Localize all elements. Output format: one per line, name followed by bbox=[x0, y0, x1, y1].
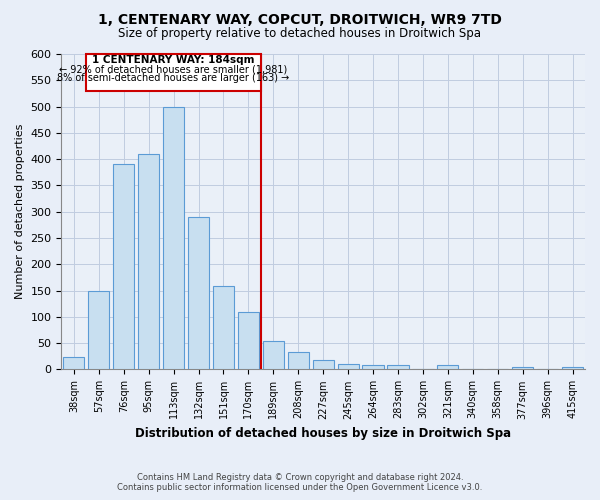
Bar bbox=[138, 154, 159, 370]
Bar bbox=[313, 360, 334, 370]
Text: ← 92% of detached houses are smaller (1,981): ← 92% of detached houses are smaller (1,… bbox=[59, 64, 288, 74]
Text: Size of property relative to detached houses in Droitwich Spa: Size of property relative to detached ho… bbox=[119, 28, 482, 40]
Bar bbox=[163, 106, 184, 370]
Bar bbox=[362, 365, 383, 370]
Bar bbox=[388, 365, 409, 370]
Text: 8% of semi-detached houses are larger (163) →: 8% of semi-detached houses are larger (1… bbox=[58, 73, 290, 83]
Y-axis label: Number of detached properties: Number of detached properties bbox=[15, 124, 25, 300]
Bar bbox=[437, 365, 458, 370]
Text: 1, CENTENARY WAY, COPCUT, DROITWICH, WR9 7TD: 1, CENTENARY WAY, COPCUT, DROITWICH, WR9… bbox=[98, 12, 502, 26]
Bar bbox=[287, 352, 309, 370]
X-axis label: Distribution of detached houses by size in Droitwich Spa: Distribution of detached houses by size … bbox=[135, 427, 511, 440]
Bar bbox=[63, 358, 85, 370]
Bar bbox=[338, 364, 359, 370]
Text: 1 CENTENARY WAY: 184sqm: 1 CENTENARY WAY: 184sqm bbox=[92, 56, 255, 66]
Bar bbox=[88, 290, 109, 370]
Bar bbox=[113, 164, 134, 370]
Bar bbox=[263, 340, 284, 370]
Bar bbox=[562, 367, 583, 370]
Bar bbox=[238, 312, 259, 370]
Bar bbox=[188, 217, 209, 370]
Text: Contains HM Land Registry data © Crown copyright and database right 2024.
Contai: Contains HM Land Registry data © Crown c… bbox=[118, 473, 482, 492]
Bar bbox=[512, 367, 533, 370]
Bar bbox=[213, 286, 234, 370]
Bar bbox=[86, 54, 261, 91]
